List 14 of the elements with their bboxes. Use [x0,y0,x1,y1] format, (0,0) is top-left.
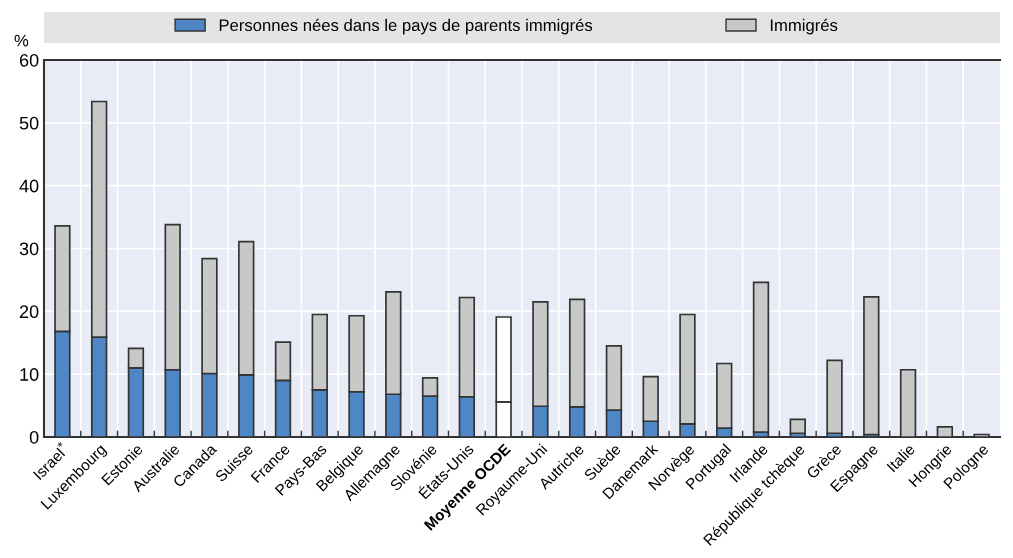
y-tick-label: 0 [29,430,39,444]
legend-label: Personnes nées dans le pays de parents immigrés [219,18,593,35]
y-tick-label: 50 [19,116,39,130]
y-tick-label: 60 [19,53,39,67]
y-tick-label: 20 [19,305,39,319]
y-tick-label: 40 [19,179,39,193]
bar [826,359,843,435]
y-tick-label: 30 [19,242,39,256]
y-tick-label: 10 [20,368,39,381]
bar [752,281,770,433]
bar [789,418,806,435]
bar [863,296,880,436]
legend-label: Immigrés [770,18,838,35]
y-axis-title: % [14,34,29,47]
